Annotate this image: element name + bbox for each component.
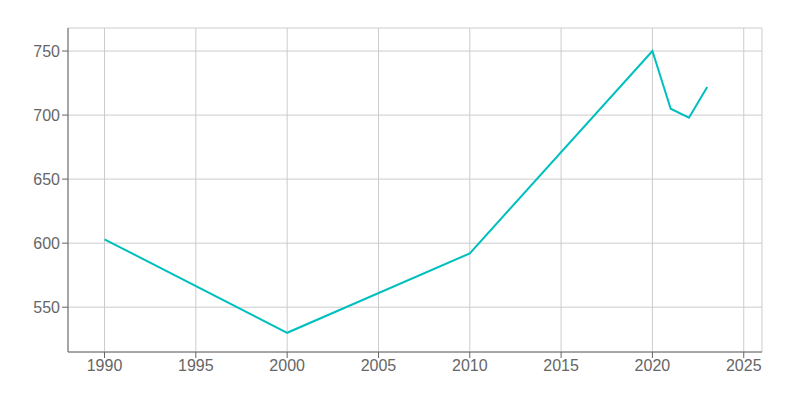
svg-text:2015: 2015 — [543, 357, 579, 374]
svg-text:2005: 2005 — [361, 357, 397, 374]
svg-text:550: 550 — [33, 299, 60, 316]
svg-text:2010: 2010 — [452, 357, 488, 374]
svg-text:600: 600 — [33, 235, 60, 252]
svg-text:1995: 1995 — [178, 357, 214, 374]
svg-text:2020: 2020 — [635, 357, 671, 374]
svg-text:2025: 2025 — [726, 357, 762, 374]
svg-text:750: 750 — [33, 43, 60, 60]
svg-text:650: 650 — [33, 171, 60, 188]
svg-text:1990: 1990 — [87, 357, 123, 374]
svg-text:2000: 2000 — [269, 357, 305, 374]
svg-text:700: 700 — [33, 107, 60, 124]
